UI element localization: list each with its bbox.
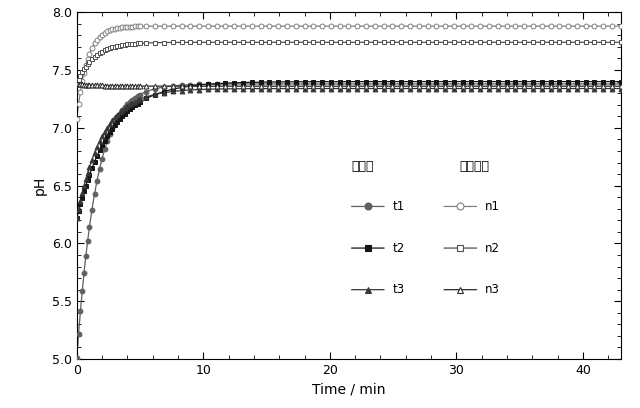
Text: n3: n3	[485, 283, 500, 296]
Text: 未改質水: 未改質水	[459, 160, 489, 173]
X-axis label: Time / min: Time / min	[312, 382, 385, 397]
Y-axis label: pH: pH	[33, 176, 46, 195]
Text: t3: t3	[392, 283, 404, 296]
Text: 改質水: 改質水	[351, 160, 374, 173]
Text: n1: n1	[485, 200, 500, 213]
Text: t2: t2	[392, 242, 404, 255]
Text: n2: n2	[485, 242, 500, 255]
Text: t1: t1	[392, 200, 404, 213]
